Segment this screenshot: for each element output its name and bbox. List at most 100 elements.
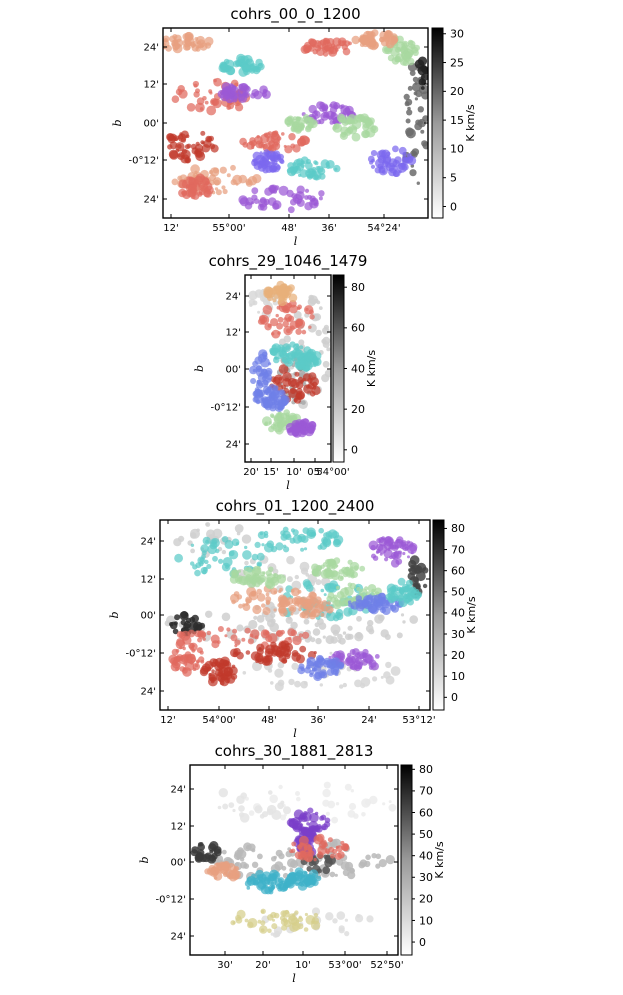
cloud-segments bbox=[168, 526, 423, 687]
colorbar-tick-label: 20 bbox=[450, 85, 464, 98]
cloud-blob bbox=[368, 536, 418, 568]
x-axis-label: l bbox=[292, 972, 296, 985]
panel-4: cohrs_30_1881_2813 30' 20' 10' 53°00' 52°50' 2… bbox=[138, 742, 446, 985]
y-tick-label: 24' bbox=[141, 537, 156, 548]
x-tick-label: 53°00' bbox=[328, 960, 361, 971]
colorbar-tick-label: 70 bbox=[419, 785, 433, 798]
colorbar-tick-label: 60 bbox=[351, 322, 365, 335]
colorbar-tick-label: 0 bbox=[351, 444, 358, 457]
colorbar-tick-label: 0 bbox=[450, 200, 457, 213]
colorbar-tick-label: 20 bbox=[419, 893, 433, 906]
y-tick-label: 12' bbox=[226, 328, 241, 339]
cloud-segments bbox=[163, 29, 420, 214]
colorbar-tick-label: 30 bbox=[419, 871, 433, 884]
x-axis-label: l bbox=[294, 235, 298, 248]
intensity-map bbox=[402, 56, 428, 185]
panel-3: cohrs_01_1200_2400 12' 54°00' 48' 36' 24' 53°1… bbox=[108, 497, 478, 740]
y-tick-label: 24' bbox=[226, 292, 241, 303]
colorbar-tick-label: 60 bbox=[419, 806, 433, 819]
colorbar-tick-label: 80 bbox=[419, 763, 433, 776]
y-axis-label: b bbox=[138, 856, 151, 863]
colorbar-tick-label: 30 bbox=[451, 628, 465, 641]
colorbar-tick-label: 80 bbox=[451, 522, 465, 535]
cloud-blob bbox=[277, 595, 334, 620]
chart-title: cohrs_30_1881_2813 bbox=[215, 742, 374, 761]
y-tick-label: 24' bbox=[171, 932, 186, 943]
cloud-blob bbox=[238, 184, 325, 214]
y-tick-label: 00' bbox=[171, 858, 186, 869]
x-tick-label: 20' bbox=[243, 467, 258, 478]
colorbar-tick-label: 40 bbox=[419, 849, 433, 862]
cloud-blob bbox=[199, 656, 238, 687]
colorbar-tick-label: 10 bbox=[419, 914, 433, 927]
x-tick-label: 54°24' bbox=[367, 223, 400, 234]
cloud-blob bbox=[289, 833, 350, 863]
colorbar-tick-label: 70 bbox=[451, 543, 465, 556]
colorbar-tick-label: 50 bbox=[451, 586, 465, 599]
colorbar-tick-label: 40 bbox=[351, 362, 365, 375]
colorbar bbox=[332, 274, 345, 463]
x-tick-label: 54°00' bbox=[316, 467, 349, 478]
colorbar-tick-label: 25 bbox=[450, 56, 464, 69]
x-tick-label: 30' bbox=[217, 960, 232, 971]
cloud-blob bbox=[385, 577, 423, 608]
y-tick-label: 24' bbox=[141, 687, 156, 698]
cloud-blob bbox=[262, 409, 301, 435]
y-tick-label: 00' bbox=[141, 611, 156, 622]
y-tick-label: -0°12' bbox=[156, 895, 186, 906]
x-tick-label: 55°00' bbox=[212, 223, 245, 234]
y-axis-label: b bbox=[108, 611, 121, 618]
cloud-blob bbox=[367, 145, 417, 177]
x-axis-label: l bbox=[286, 479, 290, 492]
x-tick-label: 12' bbox=[160, 715, 175, 726]
colorbar bbox=[400, 764, 413, 956]
cloud-blob bbox=[347, 592, 405, 615]
cloud-blob bbox=[204, 861, 241, 882]
y-axis-label: b bbox=[111, 119, 124, 126]
cloud-blob bbox=[163, 31, 214, 54]
x-tick-label: 20' bbox=[255, 960, 270, 971]
x-tick-label: 36' bbox=[321, 223, 336, 234]
cloud-blob bbox=[229, 565, 287, 590]
cloud-blob bbox=[332, 113, 379, 142]
cloud-blob bbox=[283, 867, 322, 891]
cloud-blob bbox=[300, 37, 352, 57]
x-tick-label: 52°50' bbox=[370, 960, 403, 971]
cloud-blob bbox=[230, 908, 321, 934]
cloud-segments bbox=[204, 807, 350, 934]
y-axis-label: b bbox=[193, 365, 206, 372]
colorbar-tick-label: 15 bbox=[450, 114, 464, 127]
y-tick-label: 12' bbox=[144, 80, 159, 91]
y-tick-label: 12' bbox=[171, 822, 186, 833]
colorbar-tick-label: 50 bbox=[419, 828, 433, 841]
cloud-blob bbox=[286, 156, 341, 181]
cloud-blob bbox=[166, 130, 219, 164]
cloud-segments bbox=[249, 280, 322, 438]
colorbar-label: K km/s bbox=[464, 104, 477, 142]
x-tick-label: 54°00' bbox=[202, 715, 235, 726]
cloud-blob bbox=[217, 82, 271, 104]
x-tick-label: 10' bbox=[286, 467, 301, 478]
cloud-blob bbox=[263, 280, 298, 307]
plot-frame bbox=[189, 764, 399, 956]
y-tick-label: 00' bbox=[144, 119, 159, 130]
cloud-blob bbox=[178, 173, 214, 200]
cloud-blob bbox=[260, 384, 290, 412]
cloud-blob bbox=[297, 654, 345, 682]
colorbar-tick-label: 80 bbox=[351, 281, 365, 294]
colorbar bbox=[431, 27, 444, 219]
y-tick-label: -0°12' bbox=[211, 403, 241, 414]
colorbar-tick-label: 60 bbox=[451, 564, 465, 577]
colorbar bbox=[432, 519, 445, 711]
panel-1: cohrs_00_0_1200 12' 55°00' 48' 36' 54°24' 24' 1… bbox=[111, 5, 477, 248]
x-tick-label: 48' bbox=[261, 715, 276, 726]
chart-title: cohrs_01_1200_2400 bbox=[216, 497, 375, 516]
x-tick-label: 24' bbox=[361, 715, 376, 726]
cloud-blob bbox=[285, 418, 317, 438]
cloud-blob bbox=[254, 526, 344, 553]
x-tick-label: 53°12' bbox=[402, 715, 435, 726]
colorbar-label: K km/s bbox=[433, 841, 446, 879]
cloud-blob bbox=[230, 640, 317, 666]
cloud-blob bbox=[294, 349, 322, 372]
colorbar-tick-label: 10 bbox=[450, 143, 464, 156]
